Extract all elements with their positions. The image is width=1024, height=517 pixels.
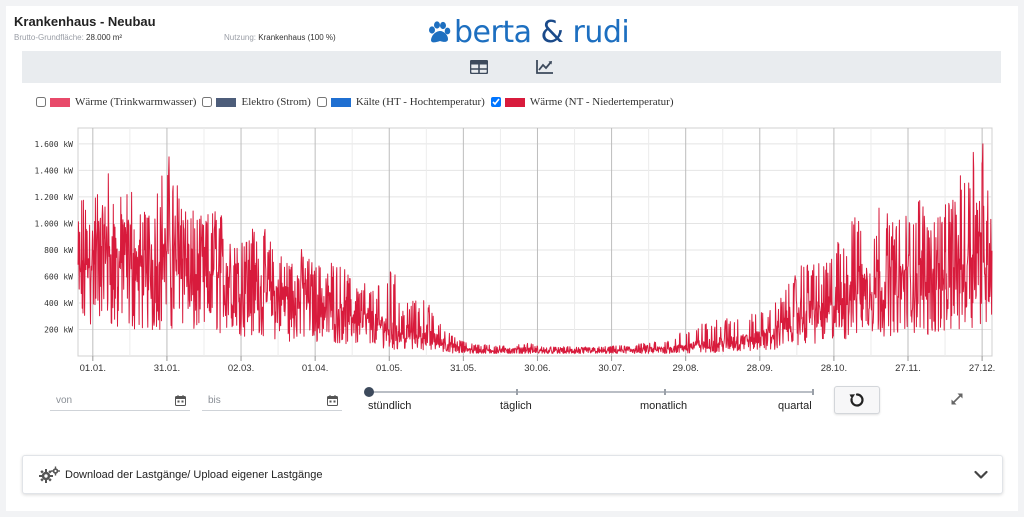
series-heat-nt-line bbox=[77, 143, 993, 354]
chart-grid bbox=[77, 127, 993, 361]
chart-view-button[interactable] bbox=[532, 55, 558, 79]
y-axis: 200 kW 400 kW 600 kW 800 kW 1.000 kW 1.200 kW… bbox=[34, 140, 73, 335]
x-tick-label: 27.12. bbox=[969, 363, 995, 374]
from-date-field[interactable] bbox=[50, 390, 190, 411]
x-tick-label: 30.06. bbox=[524, 363, 550, 374]
calendar-icon[interactable] bbox=[327, 394, 338, 406]
logo-ampersand: & bbox=[540, 14, 564, 50]
y-tick-label: 1.000 kW bbox=[34, 219, 73, 228]
table-view-button[interactable] bbox=[466, 55, 492, 79]
y-tick-label: 200 kW bbox=[44, 325, 73, 334]
use-value: Krankenhaus (100 %) bbox=[258, 33, 336, 42]
slider-tick bbox=[664, 389, 666, 395]
legend-swatch-heat-nt bbox=[504, 97, 525, 107]
from-date-input[interactable] bbox=[50, 393, 170, 407]
chart-legend: Wärme (Trinkwarmwasser) Elektro (Strom) … bbox=[36, 96, 679, 108]
logo-word-berta: berta bbox=[454, 14, 532, 50]
reset-icon bbox=[849, 393, 864, 407]
calendar-icon[interactable] bbox=[175, 394, 186, 406]
slider-tick bbox=[516, 389, 518, 395]
x-tick-label: 31.01. bbox=[154, 363, 180, 374]
y-tick-label: 600 kW bbox=[44, 272, 73, 281]
resolution-monthly[interactable]: monatlich bbox=[640, 400, 688, 412]
chevron-down-icon[interactable] bbox=[974, 470, 988, 480]
logo: berta & rudi bbox=[426, 12, 630, 52]
legend-label-electricity: Elektro (Strom) bbox=[241, 96, 311, 108]
load-profile-chart[interactable]: 200 kW 400 kW 600 kW 800 kW 1.000 kW 1.200 kW… bbox=[12, 116, 998, 378]
x-tick-label: 29.08. bbox=[672, 363, 698, 374]
x-tick-label: 27.11. bbox=[895, 363, 921, 374]
project-title: Krankenhaus - Neubau bbox=[14, 14, 156, 29]
x-tick-label: 01.04. bbox=[302, 363, 328, 374]
logo-word-rudi: rudi bbox=[572, 14, 630, 50]
legend-checkbox-electricity[interactable] bbox=[202, 97, 213, 107]
resolution-quarterly[interactable]: quartal bbox=[778, 400, 812, 412]
x-axis: 01.01. 31.01. 02.03. 01.04. 01.05. 31.05. 30.0… bbox=[80, 363, 996, 374]
y-tick-label: 800 kW bbox=[44, 246, 73, 255]
page: Krankenhaus - Neubau Brutto-Grundfläche:… bbox=[6, 6, 1018, 511]
slider-track[interactable] bbox=[368, 391, 814, 393]
x-tick-label: 02.03. bbox=[228, 363, 254, 374]
y-tick-label: 1.200 kW bbox=[34, 193, 73, 202]
download-label[interactable]: Download der Lastgänge/ Upload eigener L… bbox=[65, 468, 323, 481]
legend-checkbox-heat-nt[interactable] bbox=[490, 97, 501, 107]
area-label: Brutto-Grundfläche: bbox=[14, 33, 84, 42]
fullscreen-button[interactable] bbox=[950, 392, 964, 411]
view-toolbar bbox=[22, 51, 1001, 83]
use-meta: Nutzung: Krankenhaus (100 %) bbox=[224, 33, 336, 42]
slider-tick bbox=[812, 389, 814, 395]
x-tick-label: 28.09. bbox=[747, 363, 773, 374]
legend-checkbox-cooling[interactable] bbox=[316, 97, 327, 107]
legend-swatch-electricity bbox=[216, 97, 237, 107]
legend-item-electricity[interactable]: Elektro (Strom) bbox=[202, 96, 311, 108]
legend-swatch-cooling bbox=[330, 97, 351, 107]
reset-button[interactable] bbox=[834, 386, 880, 414]
paw-logo-icon bbox=[429, 21, 451, 43]
to-date-field[interactable] bbox=[202, 390, 342, 411]
x-tick-label: 30.07. bbox=[598, 363, 624, 374]
expand-icon bbox=[951, 393, 963, 405]
resolution-hourly[interactable]: stündlich bbox=[368, 400, 412, 412]
legend-item-cooling[interactable]: Kälte (HT - Hochtemperatur) bbox=[316, 96, 485, 108]
legend-label-cooling: Kälte (HT - Hochtemperatur) bbox=[355, 96, 485, 108]
logo-text: berta & rudi bbox=[454, 14, 630, 50]
gears-icon bbox=[39, 466, 61, 484]
line-chart-icon bbox=[535, 60, 553, 74]
legend-item-warm-water[interactable]: Wärme (Trinkwarmwasser) bbox=[36, 96, 196, 108]
y-tick-label: 1.600 kW bbox=[34, 140, 73, 149]
use-label: Nutzung: bbox=[224, 33, 257, 42]
legend-label-warm-water: Wärme (Trinkwarmwasser) bbox=[75, 96, 197, 108]
table-icon bbox=[469, 60, 488, 74]
y-tick-label: 1.400 kW bbox=[34, 166, 73, 175]
to-date-input[interactable] bbox=[202, 393, 322, 407]
x-tick-label: 01.01. bbox=[80, 363, 106, 374]
resolution-slider[interactable]: stündlich täglich monatlich quartal bbox=[364, 384, 814, 414]
y-tick-label: 400 kW bbox=[44, 299, 73, 308]
legend-checkbox-warm-water[interactable] bbox=[36, 97, 46, 107]
area-value: 28.000 m² bbox=[86, 33, 123, 42]
resolution-daily[interactable]: täglich bbox=[500, 400, 532, 412]
legend-swatch-warm-water bbox=[50, 97, 70, 107]
slider-handle[interactable] bbox=[364, 387, 374, 397]
x-tick-label: 28.10. bbox=[821, 363, 847, 374]
area-meta: Brutto-Grundfläche: 28.000 m² bbox=[14, 33, 122, 42]
legend-item-heat-nt[interactable]: Wärme (NT - Niedertemperatur) bbox=[490, 96, 674, 108]
x-tick-label: 01.05. bbox=[376, 363, 402, 374]
download-section[interactable]: Download der Lastgänge/ Upload eigener L… bbox=[22, 455, 1003, 494]
x-tick-label: 31.05. bbox=[450, 363, 476, 374]
legend-label-heat-nt: Wärme (NT - Niedertemperatur) bbox=[529, 96, 674, 108]
